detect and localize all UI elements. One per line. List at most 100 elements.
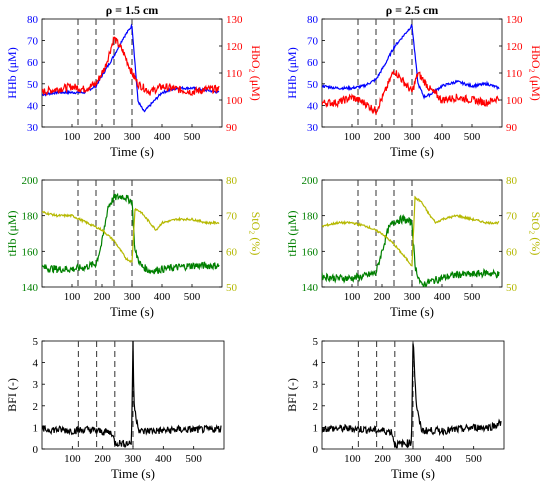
- chart-panel-4: 100 200 300 400 500 Time (s) 140 160 180 200 tHb (…: [285, 175, 543, 319]
- y-left-axis-label: HHb (μM): [5, 47, 19, 98]
- y-left-tick-label: 3: [33, 379, 39, 391]
- y-left-tick-label: 40: [27, 100, 39, 112]
- y-left-tick-label: 60: [307, 57, 319, 69]
- x-axis-label: Time (s): [110, 304, 154, 319]
- y-left-tick-label: 80: [27, 14, 39, 26]
- y-left-tick-label: 70: [27, 36, 39, 48]
- x-axis-label: Time (s): [390, 144, 434, 159]
- y-right-tick-label: 80: [226, 175, 238, 187]
- y-right-tick-label: 80: [506, 175, 518, 187]
- x-tick-label: 200: [94, 453, 111, 465]
- y-left-tick-label: 30: [27, 122, 39, 134]
- y-right-tick-label: 100: [506, 95, 523, 107]
- series-line-thb: [322, 213, 500, 287]
- y-right-tick-label: 90: [226, 122, 238, 134]
- chart-panel-5: 100 200 300 400 500 Time (s) 0 1 2 3 4 5 BFI (-): [5, 336, 225, 481]
- chart-title: ρ = 1.5 cm: [106, 3, 159, 17]
- y-right-tick-label: 130: [506, 14, 523, 26]
- y-left-tick-label: 180: [22, 211, 39, 223]
- x-tick-label: 500: [464, 291, 481, 303]
- y-left-tick-label: 160: [302, 246, 319, 258]
- chart-title: ρ = 2.5 cm: [386, 3, 439, 17]
- x-tick-label: 300: [404, 131, 421, 143]
- x-tick-label: 400: [435, 453, 452, 465]
- y-right-tick-label: 120: [506, 41, 523, 53]
- y-left-tick-label: 50: [27, 79, 39, 91]
- x-tick-label: 500: [465, 453, 482, 465]
- chart-panel-1: 100 200 300 400 500 Time (s) 30 40 50 60 70 80 HHb (…: [5, 3, 263, 159]
- y-right-tick-label: 120: [226, 41, 243, 53]
- x-axis-label: Time (s): [390, 304, 434, 319]
- y-right-tick-label: 70: [506, 211, 518, 223]
- x-tick-label: 100: [64, 291, 81, 303]
- y-right-tick-label: 70: [226, 211, 238, 223]
- y-right-axis-label: StO₂ (%): [249, 212, 263, 256]
- x-tick-label: 400: [154, 131, 171, 143]
- y-right-tick-label: 60: [506, 246, 518, 258]
- chart-panel-3: 100 200 300 400 500 Time (s) 140 160 180 200 tHb (…: [5, 175, 263, 319]
- x-tick-label: 500: [184, 291, 201, 303]
- y-left-tick-label: 0: [313, 444, 319, 456]
- x-tick-label: 100: [344, 453, 361, 465]
- x-tick-label: 200: [374, 131, 391, 143]
- x-tick-label: 100: [344, 291, 361, 303]
- x-tick-label: 400: [434, 131, 451, 143]
- x-tick-label: 400: [154, 291, 171, 303]
- y-right-axis-label: HbO₂ (μM): [529, 45, 543, 101]
- x-tick-label: 300: [405, 453, 422, 465]
- x-axis-label: Time (s): [391, 466, 435, 481]
- y-left-tick-label: 140: [22, 282, 39, 294]
- y-left-tick-label: 4: [33, 358, 39, 370]
- y-left-tick-label: 5: [33, 336, 39, 348]
- y-right-tick-label: 110: [226, 68, 243, 80]
- y-left-tick-label: 4: [313, 358, 319, 370]
- y-left-tick-label: 3: [313, 379, 319, 391]
- y-left-tick-label: 80: [307, 14, 319, 26]
- x-tick-label: 300: [124, 131, 141, 143]
- y-left-tick-label: 30: [307, 122, 319, 134]
- series-line-sto: [322, 195, 500, 267]
- x-tick-label: 500: [464, 131, 481, 143]
- y-left-axis-label: HHb (μM): [285, 47, 299, 98]
- y-right-tick-label: 50: [506, 282, 518, 294]
- x-tick-label: 500: [185, 453, 202, 465]
- x-tick-label: 400: [434, 291, 451, 303]
- y-left-axis-label: BFI (-): [5, 378, 19, 412]
- x-tick-label: 500: [184, 131, 201, 143]
- y-left-tick-label: 180: [302, 211, 319, 223]
- y-left-tick-label: 200: [302, 175, 319, 187]
- series-line-sto: [42, 207, 220, 264]
- chart-panel-6: 100 200 300 400 500 Time (s) 0 1 2 3 4 5 BFI (-): [285, 336, 505, 481]
- x-tick-label: 100: [344, 131, 361, 143]
- x-tick-label: 300: [404, 291, 421, 303]
- y-right-axis-label: HbO₂ (μM): [249, 45, 263, 101]
- x-tick-label: 300: [124, 291, 141, 303]
- y-left-tick-label: 2: [313, 401, 319, 413]
- y-left-tick-label: 200: [22, 175, 39, 187]
- y-right-tick-label: 130: [226, 14, 243, 26]
- y-left-tick-label: 2: [33, 401, 39, 413]
- chart-panel-2: 100 200 300 400 500 Time (s) 30 40 50 60 70 80 HHb (…: [285, 3, 543, 159]
- y-left-tick-label: 0: [33, 444, 39, 456]
- y-left-axis-label: BFI (-): [285, 378, 299, 412]
- y-left-axis-label: tHb (μM): [5, 210, 19, 256]
- y-left-tick-label: 50: [307, 79, 319, 91]
- series-line-hhb: [322, 23, 500, 100]
- series-line-bfi: [42, 341, 222, 449]
- x-axis-label: Time (s): [111, 466, 155, 481]
- y-left-tick-label: 1: [313, 422, 319, 434]
- y-right-tick-label: 50: [226, 282, 238, 294]
- x-tick-label: 200: [94, 291, 111, 303]
- y-left-tick-label: 1: [33, 422, 39, 434]
- y-right-tick-label: 60: [226, 246, 238, 258]
- x-tick-label: 400: [155, 453, 172, 465]
- y-right-tick-label: 90: [506, 122, 518, 134]
- y-right-axis-label: StO₂ (%): [529, 212, 543, 256]
- x-axis-label: Time (s): [110, 144, 154, 159]
- series-line-hbo: [322, 69, 500, 116]
- series-line-hhb: [42, 23, 220, 113]
- y-right-tick-label: 110: [506, 68, 523, 80]
- series-line-thb: [42, 192, 220, 275]
- y-left-tick-label: 160: [22, 246, 39, 258]
